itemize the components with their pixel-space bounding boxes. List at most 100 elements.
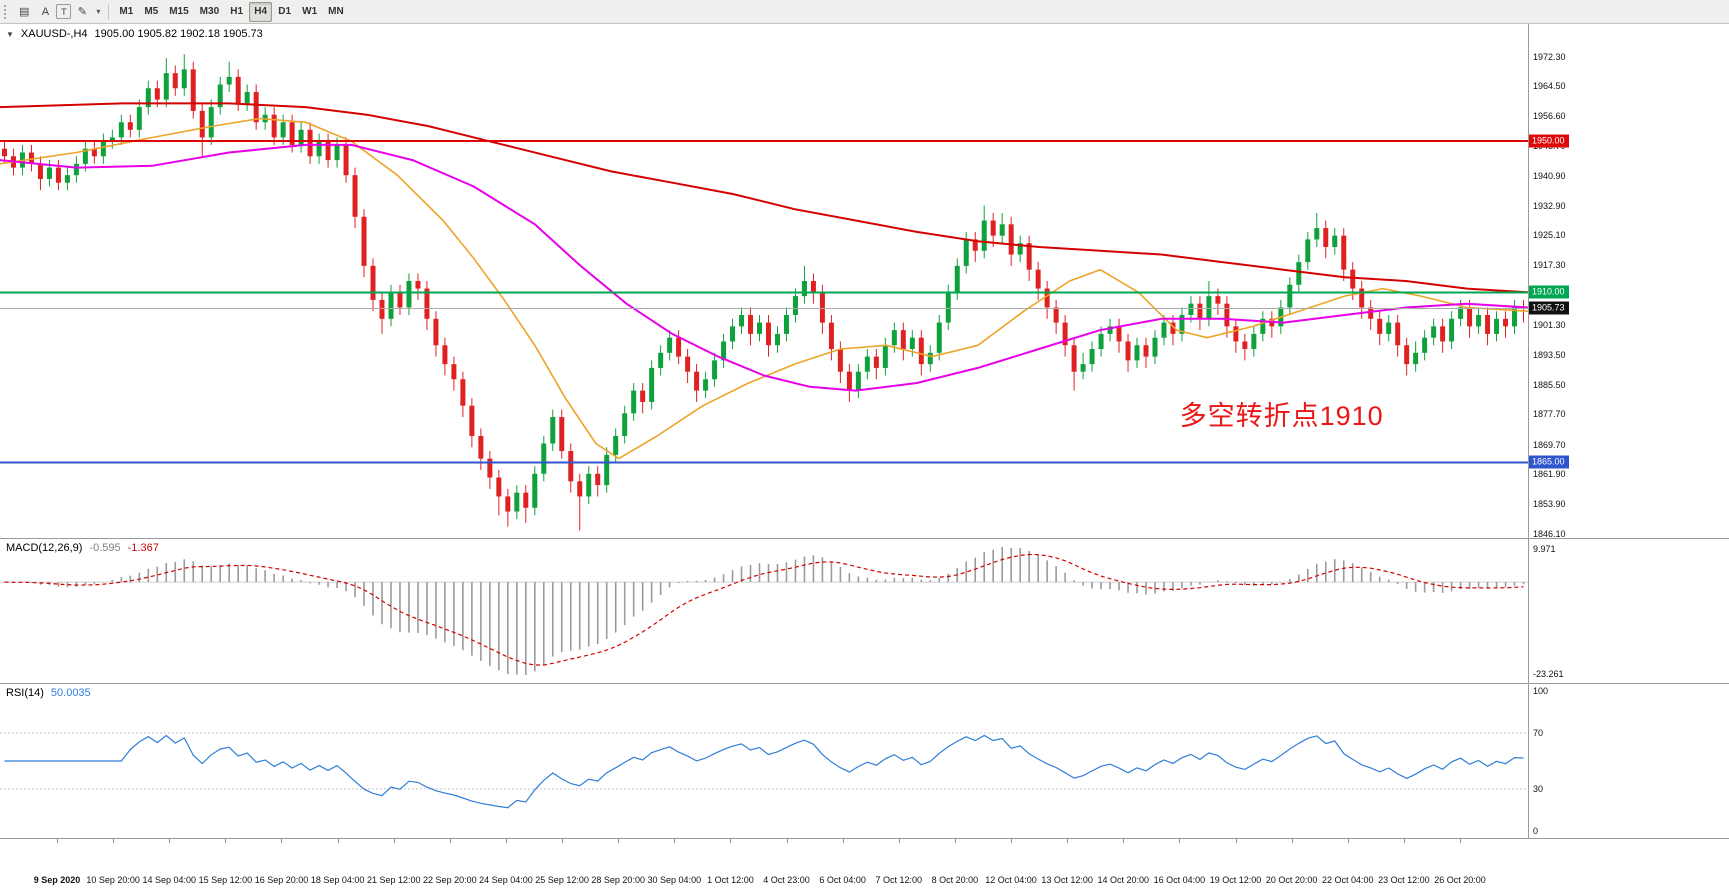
price-tick-label: 1893.50 [1533,349,1566,360]
time-tick [1067,839,1069,843]
time-label: 10 Sep 20:00 [86,875,140,885]
time-tick [169,839,171,843]
time-tick [1347,839,1349,843]
rsi-label: RSI(14) 50.0035 [6,687,91,699]
time-label: 18 Sep 04:00 [310,875,365,885]
time-label: 22 Sep 20:00 [423,875,477,885]
time-label: 9 Sep 2020 [33,875,81,885]
axis-corner [1528,839,1729,894]
rsi-chart[interactable] [0,684,1528,838]
price-tick-label: 1901.30 [1533,320,1566,331]
timeframe-mn-button[interactable]: MN [328,6,344,17]
cursor-arrow-icon[interactable]: A [41,5,50,18]
time-labels-strip: 9 Sep 2020 10 Sep 20:00 14 Sep 04:00 15 Sep… [0,839,1528,894]
pivot-line-1910-price-tag: 1910.00 [1529,285,1569,299]
text-label-icon[interactable]: T [56,4,72,19]
macd-chart[interactable] [0,539,1528,683]
price-tick-label: 1869.70 [1533,439,1566,450]
price-axis[interactable]: 1972.301964.501956.601948.701940.901932.… [1528,24,1729,539]
time-label: 24 Sep 04:00 [479,875,533,885]
toolbar-tools-group: ▤ A T ✎ ▾ [14,2,103,22]
time-label: 14 Sep 04:00 [142,875,197,885]
time-label: 16 Oct 04:00 [1153,875,1206,885]
rsi-level-label: 70 [1533,728,1544,738]
macd-main-value: -0.595 [89,542,121,554]
macd-axis[interactable]: 9.971 -23.261 [1528,539,1729,683]
time-tick [618,839,620,843]
candlestick-chart[interactable] [0,24,1528,538]
timeframe-m15-button[interactable]: M15 [169,6,189,17]
ohlc-values: 1905.00 1905.82 1902.18 1905.73 [94,28,263,40]
rsi-level-label: 0 [1533,826,1539,836]
timeframe-w1-button[interactable]: W1 [302,6,318,17]
time-tick [786,839,788,843]
resistance-line-1950-price-tag: 1950.00 [1529,134,1569,148]
time-axis[interactable]: 9 Sep 2020 10 Sep 20:00 14 Sep 04:00 15 Sep… [0,839,1729,894]
toolbar: ▤ A T ✎ ▾ M1 M5 M15 M30 H1 H4 D1 W1 MN [0,0,1729,24]
price-tick-label: 1846.10 [1533,528,1566,539]
timeframe-d1-button[interactable]: D1 [278,6,292,17]
time-tick [337,839,339,843]
timeframe-m1-button[interactable]: M1 [119,6,134,17]
candlestick-chart-area[interactable]: ▼ XAUUSD-,H4 1905.00 1905.82 1902.18 190… [0,24,1528,538]
tools-dropdown-caret-icon[interactable]: ▾ [96,7,101,16]
price-tick-label: 1853.90 [1533,499,1566,510]
toolbar-drag-handle[interactable] [4,4,9,19]
macd-label: MACD(12,26,9) -0.595 -1.367 [6,542,159,554]
timeframe-h4-button[interactable]: H4 [249,1,273,22]
chart-windows-icon[interactable]: ▤ [19,6,30,18]
time-tick [113,839,115,843]
price-chart-panel: ▼ XAUUSD-,H4 1905.00 1905.82 1902.18 190… [0,24,1729,539]
draw-tools-icon[interactable]: ✎ [77,6,88,18]
symbol-timeframe-label: XAUUSD-,H4 [20,28,88,40]
time-label: 7 Oct 12:00 [875,875,923,885]
rsi-chart-area[interactable]: RSI(14) 50.0035 [0,684,1528,838]
support-line-1865-price-tag: 1865.00 [1529,455,1569,469]
time-label: 21 Sep 12:00 [366,875,421,885]
timeframes-group: M1 M5 M15 M30 H1 H4 D1 W1 MN [114,1,348,22]
time-tick [562,839,564,843]
price-tick-label: 1925.10 [1533,230,1566,241]
time-tick [1179,839,1181,843]
time-label: 13 Oct 12:00 [1041,875,1093,885]
time-label: 12 Oct 04:00 [985,875,1037,885]
timeframe-m5-button[interactable]: M5 [144,6,159,17]
time-tick [1011,839,1013,843]
time-tick [1235,839,1237,843]
time-tick [898,839,900,843]
time-tick [1403,839,1405,843]
time-label: 6 Oct 04:00 [819,875,866,885]
price-tick-label: 1861.90 [1533,469,1566,480]
price-tick-label: 1972.30 [1533,51,1566,62]
collapse-icon[interactable]: ▼ [6,29,14,39]
time-tick [1123,839,1125,843]
time-tick [281,839,283,843]
rsi-axis[interactable]: 100 70 30 0 [1528,684,1729,838]
rsi-line [4,734,1524,809]
macd-panel: MACD(12,26,9) -0.595 -1.367 9.971 -23.26… [0,539,1729,684]
price-tick-label: 1964.50 [1533,81,1566,92]
macd-axis-min-label: -23.261 [1533,669,1564,679]
price-tick-label: 1877.70 [1533,409,1566,420]
time-tick [730,839,732,843]
rsi-level-label: 100 [1533,686,1549,696]
macd-signal-value: -1.367 [127,542,159,554]
time-tick [674,839,676,843]
turning-point-annotation: 多空转折点1910 [1179,401,1384,432]
macd-signal-line [4,553,1524,666]
macd-axis-max-label: 9.971 [1533,544,1556,554]
timeframe-h1-button[interactable]: H1 [230,6,244,17]
macd-histogram [12,547,1525,675]
time-tick [1460,839,1461,843]
timeframe-m30-button[interactable]: M30 [199,6,220,17]
time-label: 25 Sep 12:00 [535,875,589,885]
chart-header: ▼ XAUUSD-,H4 1905.00 1905.82 1902.18 190… [6,28,263,40]
toolbar-separator [108,3,110,20]
time-label: 20 Oct 20:00 [1265,875,1318,885]
time-tick [954,839,956,843]
time-label: 16 Sep 20:00 [254,875,309,885]
time-label: 30 Sep 04:00 [647,875,702,885]
rsi-panel: RSI(14) 50.0035 100 70 30 0 [0,684,1729,839]
macd-chart-area[interactable]: MACD(12,26,9) -0.595 -1.367 [0,539,1528,683]
